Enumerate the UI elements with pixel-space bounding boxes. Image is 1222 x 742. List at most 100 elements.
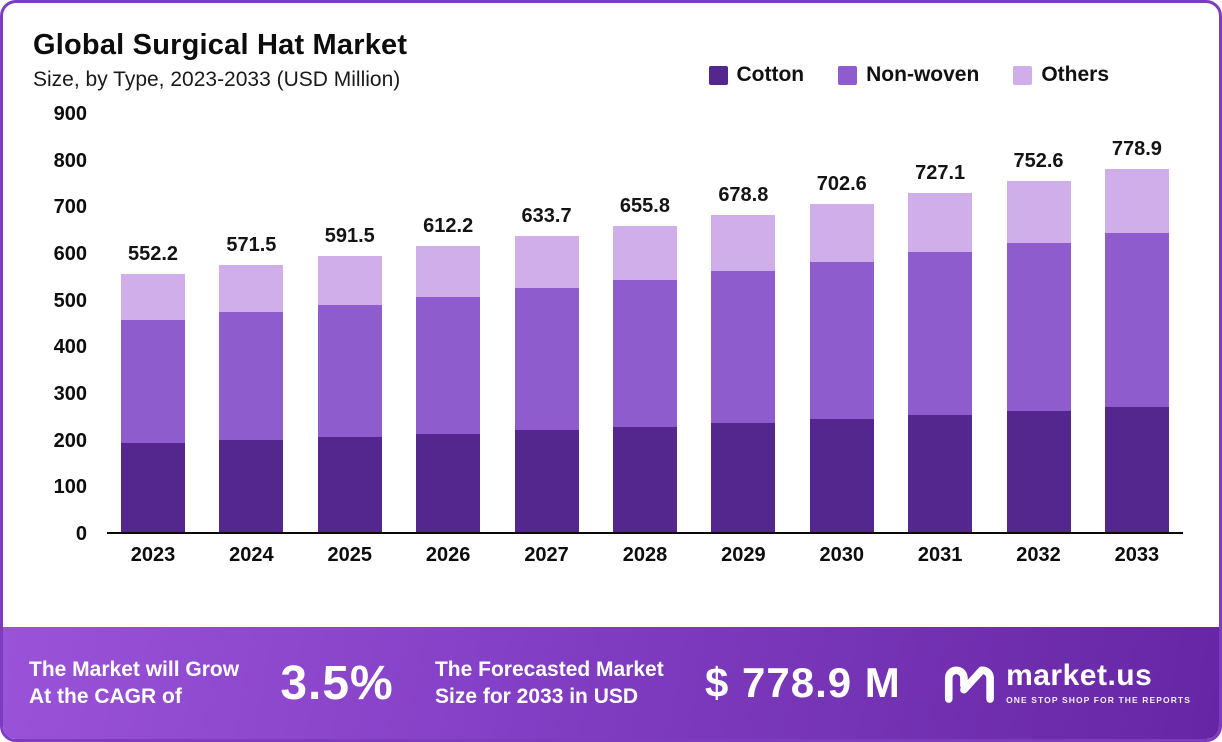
segment-others (416, 246, 481, 297)
bar-group-2030: 702.6 2030 (809, 173, 874, 566)
segment-cotton (416, 433, 481, 532)
x-tick-label: 2026 (425, 544, 471, 566)
brand-tagline: ONE STOP SHOP FOR THE REPORTS (1006, 695, 1191, 705)
segment-others (612, 225, 677, 280)
x-tick-label: 2024 (229, 544, 274, 566)
y-tick-label: 400 (53, 336, 87, 359)
segment-cotton (1104, 406, 1169, 532)
segment-cotton (1006, 411, 1071, 532)
bar-total-label: 678.8 (718, 184, 769, 207)
segment-non-woven (1104, 232, 1169, 407)
segment-others (908, 192, 973, 253)
forecast-value: $ 778.9 M (705, 659, 901, 706)
segment-others (711, 215, 776, 271)
segment-others (121, 274, 185, 320)
bar-stack (416, 246, 481, 532)
chart: 0 100 200 300 400 500 600 700 800 900 552.2 2023 57… (29, 103, 1193, 572)
y-tick-label: 500 (53, 289, 87, 312)
brand-text: market.us ONE STOP SHOP FOR THE REPORTS (1006, 659, 1191, 706)
bar-stack (514, 236, 579, 532)
x-tick-label: 2033 (1114, 544, 1160, 566)
plot-area: 552.2 2023 571.5 2024 591.5 2025 612.2 2026 633.… (107, 114, 1183, 566)
cagr-value: 3.5% (280, 656, 394, 710)
segment-non-woven (219, 312, 284, 441)
footer-banner: The Market will Grow At the CAGR of 3.5%… (3, 627, 1219, 739)
segment-cotton (317, 437, 382, 532)
bar-stack (908, 192, 973, 532)
y-tick-label: 800 (53, 149, 87, 172)
segment-non-woven (809, 261, 874, 420)
footer-left-line2: At the CAGR of (29, 685, 182, 708)
bar-stack (1006, 180, 1071, 532)
legend-swatch (708, 65, 728, 85)
footer-left-line1: The Market will Grow (29, 657, 240, 681)
footer-mid-line2: Size for 2033 in USD (434, 685, 639, 708)
segment-cotton (809, 419, 874, 532)
bar-total-label: 552.2 (127, 243, 179, 266)
x-tick-label: 2027 (524, 544, 569, 566)
segment-others (809, 204, 874, 262)
legend-swatch (1013, 65, 1033, 85)
bar-group-2032: 752.6 2032 (1006, 150, 1071, 566)
header-titles: Global Surgical Hat Market Size, by Type… (33, 29, 407, 92)
footer-mid-line1: The Forecasted Market (434, 657, 664, 681)
x-tick-label: 2023 (130, 544, 176, 566)
legend-label: Non-woven (866, 63, 980, 86)
bar-total-label: 778.9 (1111, 137, 1162, 160)
segment-cotton (711, 423, 776, 532)
page-subtitle: Size, by Type, 2023-2033 (USD Million) (33, 68, 401, 91)
segment-non-woven (121, 319, 185, 444)
bar-group-2028: 655.8 2028 (612, 194, 677, 566)
page-title: Global Surgical Hat Market (33, 29, 408, 61)
segment-others (317, 255, 382, 305)
bar-total-label: 612.2 (423, 215, 474, 238)
segment-others (1006, 180, 1071, 243)
y-tick-label: 700 (53, 196, 87, 219)
x-tick-label: 2025 (327, 544, 373, 566)
brand-block: market.us ONE STOP SHOP FOR THE REPORTS (942, 661, 1191, 705)
brand-name: market.us (1006, 659, 1153, 692)
x-tick-label: 2032 (1016, 544, 1061, 566)
segment-non-woven (612, 279, 677, 427)
bar-total-label: 655.8 (619, 194, 670, 217)
bar-group-2024: 571.5 2024 (219, 234, 284, 566)
bar-group-2026: 612.2 2026 (416, 215, 481, 566)
legend-label: Others (1041, 63, 1109, 86)
bar-stack (612, 225, 677, 532)
x-tick-label: 2028 (622, 544, 668, 566)
bar-total-label: 727.1 (915, 161, 966, 184)
segment-others (219, 265, 284, 313)
bar-group-2031: 727.1 2031 (908, 161, 973, 566)
x-tick-label: 2030 (819, 544, 864, 566)
y-tick-label: 200 (53, 429, 87, 452)
x-tick-label: 2031 (917, 544, 963, 566)
segment-non-woven (711, 271, 776, 423)
y-tick-label: 100 (53, 476, 87, 499)
bar-stack (1104, 168, 1169, 532)
segment-non-woven (1006, 242, 1071, 412)
segment-cotton (908, 415, 973, 532)
legend-item-cotton: Cotton (708, 63, 804, 87)
segment-others (1104, 168, 1169, 233)
segment-non-woven (416, 296, 481, 434)
x-tick-label: 2029 (721, 544, 766, 566)
bar-group-2025: 591.5 2025 (317, 224, 382, 566)
y-tick-label: 300 (53, 383, 87, 405)
segment-cotton (219, 440, 284, 532)
legend: Cotton Non-woven Others (708, 63, 1109, 87)
footer-mid-text: The Forecasted Market Size for 2033 in U… (435, 656, 664, 711)
segment-cotton (514, 430, 579, 532)
bar-total-label: 702.6 (816, 173, 867, 196)
segment-cotton (121, 443, 185, 532)
bar-stack (809, 204, 874, 532)
segment-others (514, 236, 579, 289)
segment-non-woven (514, 288, 579, 431)
bar-group-2029: 678.8 2029 (711, 184, 776, 566)
header: Global Surgical Hat Market Size, by Type… (3, 3, 1219, 92)
bar-total-label: 591.5 (324, 224, 375, 247)
footer-left-text: The Market will Grow At the CAGR of (29, 656, 239, 711)
bar-total-label: 633.7 (521, 205, 572, 228)
bar-group-2023: 552.2 2023 (121, 243, 185, 566)
bar-stack (219, 265, 284, 532)
